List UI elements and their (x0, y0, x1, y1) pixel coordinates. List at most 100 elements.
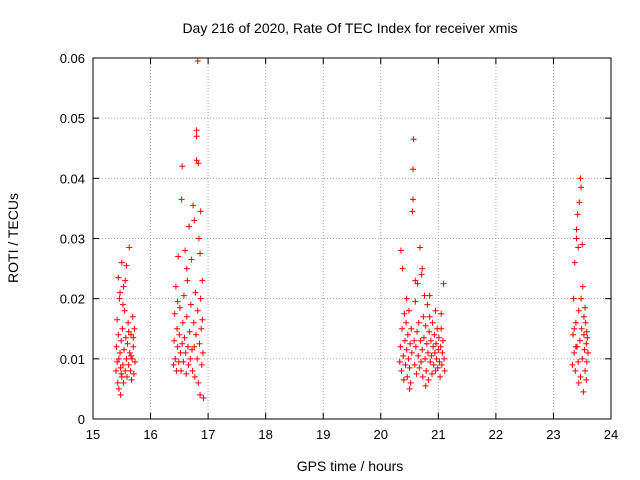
data-point (184, 277, 191, 284)
data-point (420, 313, 427, 320)
y-tick-label: 0 (78, 412, 85, 427)
data-point (118, 259, 125, 266)
x-tick-label: 19 (316, 427, 330, 442)
data-point (419, 346, 426, 353)
data-point (437, 373, 444, 380)
data-point (117, 289, 124, 296)
data-point (578, 325, 585, 332)
data-point (438, 361, 445, 368)
x-tick-label: 21 (431, 427, 445, 442)
data-point (426, 328, 433, 335)
data-point (171, 310, 178, 317)
data-point (194, 58, 201, 65)
data-point (183, 265, 190, 272)
data-point (430, 343, 437, 350)
data-point (575, 358, 582, 365)
data-point (197, 391, 204, 398)
data-point (416, 244, 423, 251)
data-points (113, 58, 591, 401)
x-tick-label: 22 (489, 427, 503, 442)
data-point (423, 367, 430, 374)
data-point (578, 295, 585, 302)
x-tick-label: 17 (201, 427, 215, 442)
data-point (573, 226, 580, 233)
data-point (171, 337, 178, 344)
y-tick-label: 0.06 (60, 51, 85, 66)
x-tick-label: 18 (258, 427, 272, 442)
y-axis-ticks: 0 0.01 0.02 0.03 0.04 0.05 0.06 (60, 51, 611, 427)
data-point (580, 388, 587, 395)
data-point (123, 355, 130, 362)
data-point (130, 343, 137, 350)
data-point (198, 361, 205, 368)
data-point (132, 358, 139, 365)
data-point (431, 331, 438, 338)
data-point (200, 394, 207, 401)
data-point (581, 346, 588, 353)
data-point (124, 340, 131, 347)
data-point (413, 370, 420, 377)
data-point (188, 346, 195, 353)
data-point (115, 385, 122, 392)
data-point (583, 340, 590, 347)
data-point (129, 355, 136, 362)
data-point (187, 301, 194, 308)
data-point (403, 295, 410, 302)
data-point (114, 358, 121, 365)
data-point (185, 361, 192, 368)
data-point (433, 355, 440, 362)
data-point (118, 373, 125, 380)
data-point (183, 370, 190, 377)
data-point (412, 277, 419, 284)
data-point (396, 358, 403, 365)
data-point (119, 361, 126, 368)
data-point (182, 247, 189, 254)
data-point (426, 292, 433, 299)
data-point (571, 349, 578, 356)
data-point (125, 361, 132, 368)
data-point (397, 247, 404, 254)
data-point (579, 283, 586, 290)
data-point (183, 313, 190, 320)
data-point (125, 328, 132, 335)
data-point (572, 319, 579, 326)
data-point (577, 175, 584, 182)
data-point (130, 334, 137, 341)
data-point (405, 307, 412, 314)
data-point (125, 319, 132, 326)
data-point (186, 328, 193, 335)
x-tick-label: 24 (604, 427, 618, 442)
data-point (403, 346, 410, 353)
data-point (399, 265, 406, 272)
data-point (571, 325, 578, 332)
data-point (440, 280, 447, 287)
data-point (434, 364, 441, 371)
data-point (406, 385, 413, 392)
data-point (573, 235, 580, 242)
data-point (430, 361, 437, 368)
data-point (123, 262, 130, 269)
data-point (193, 331, 200, 338)
data-point (432, 307, 439, 314)
data-point (117, 364, 124, 371)
y-tick-label: 0.03 (60, 232, 85, 247)
data-point (577, 373, 584, 380)
data-point (128, 376, 135, 383)
data-point (126, 244, 133, 251)
y-axis-label: ROTI / TECUs (5, 193, 21, 283)
data-point (422, 382, 429, 389)
data-point (415, 319, 422, 326)
data-point (191, 217, 198, 224)
data-point (582, 319, 589, 326)
data-point (398, 367, 405, 374)
data-point (427, 337, 434, 344)
data-point (572, 367, 579, 374)
data-point (117, 349, 124, 356)
data-point (584, 334, 591, 341)
data-point (438, 310, 445, 317)
data-point (127, 331, 134, 338)
data-point (113, 367, 120, 374)
data-point (198, 325, 205, 332)
data-point (194, 307, 201, 314)
